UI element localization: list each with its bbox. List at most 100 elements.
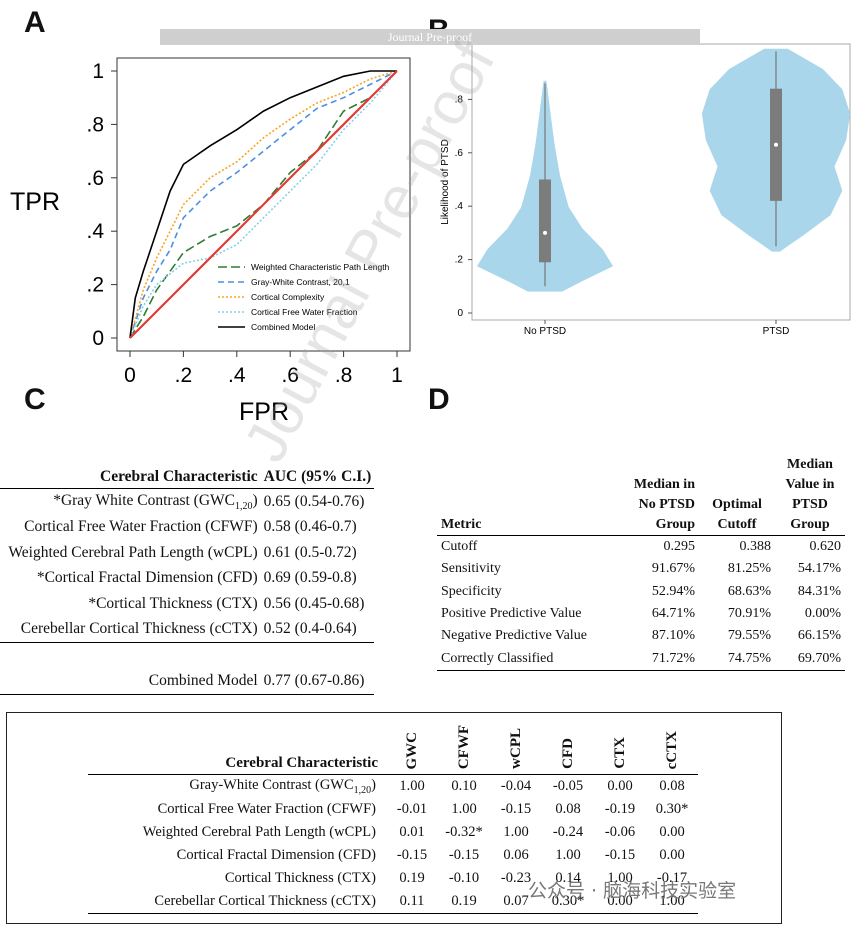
corr-col-header-text: CFD xyxy=(559,738,576,769)
corr-col-header-text: GWC xyxy=(403,731,420,770)
roc-x-axis-label: FPR xyxy=(239,398,289,426)
panel-label-d: D xyxy=(428,383,450,416)
auc-table-combined-row: Combined Model 0.77 (0.67-0.86) xyxy=(0,669,375,695)
auc-row-name: *Cortical Thickness (CTX) xyxy=(0,591,261,617)
cutoff-row-value: 91.67% xyxy=(651,561,695,577)
corr-col-header-text: CTX xyxy=(611,737,628,769)
corr-cell: 0.10 xyxy=(451,778,477,794)
cutoff-row-value: 66.15% xyxy=(797,628,841,644)
auc-row-name: *Cortical Fractal Dimension (CFD) xyxy=(0,566,261,592)
roc-legend-label: Cortical Complexity xyxy=(251,292,325,302)
corr-cell: -0.15 xyxy=(604,847,636,863)
auc-table-row: *Gray White Contrast (GWC1,20) 0.65 (0.54… xyxy=(0,489,374,515)
corr-col-header: CFWF xyxy=(438,718,490,775)
corr-cell: 0.07 xyxy=(503,893,529,909)
cutoff-row-value: 79.55% xyxy=(727,628,771,644)
roc-legend-label: Combined Model xyxy=(251,322,315,332)
roc-legend-label: Cortical Free Water Fraction xyxy=(251,307,358,317)
corr-col-header-text: CFWF xyxy=(455,724,472,769)
corr-cell: 0.08 xyxy=(659,778,685,794)
auc-col-auc: AUC (95% C.I.) xyxy=(263,468,372,485)
wechat-logo-text: 公众号 · 脑海科技实验室 xyxy=(528,880,737,902)
corr-row-name: Cerebellar Cortical Thickness (cCTX) xyxy=(88,890,386,914)
roc-x-tick-label: 1 xyxy=(391,364,403,387)
cutoff-table-row: Correctly Classified 71.72% 74.75% 69.70% xyxy=(437,647,845,671)
corr-cell: -0.05 xyxy=(552,778,584,794)
corr-cell: 0.30* xyxy=(551,893,585,909)
corr-cell: -0.24 xyxy=(552,824,584,840)
corr-cell: 0.06 xyxy=(503,847,529,863)
corr-table-row: Cerebellar Cortical Thickness (cCTX) 0.11… xyxy=(88,890,698,914)
corr-row-name: Cortical Fractal Dimension (CFD) xyxy=(88,844,386,867)
cutoff-row-value: 71.72% xyxy=(651,650,695,666)
corr-row-name-text: Cortical Thickness (CTX) xyxy=(224,870,376,886)
cutoff-row-value: 52.94% xyxy=(651,583,695,599)
cutoff-row-value: 0.295 xyxy=(663,539,696,555)
roc-series-line xyxy=(129,70,398,339)
corr-table-row: Cortical Fractal Dimension (CFD) -0.15 -0.… xyxy=(88,844,698,867)
roc-series-line xyxy=(129,70,398,339)
corr-table-row: Cortical Free Water Fraction (CFWF) -0.01… xyxy=(88,798,698,821)
corr-cell: 0.14 xyxy=(555,870,581,886)
violin-y-tick-label: 0 xyxy=(457,308,463,319)
auc-row-name: *Gray White Contrast (GWC1,20) xyxy=(0,489,261,515)
corr-cell: 0.01 xyxy=(399,824,425,840)
correlation-table: Cerebral Characteristic GWC CFWF wCPL CFD CT… xyxy=(88,718,698,914)
cutoff-col-median-ptsd: Median Value in PTSD Group xyxy=(785,457,835,532)
auc-row-name-text: *Cortical Thickness (CTX) xyxy=(88,594,258,612)
cutoff-row-metric: Correctly Classified xyxy=(441,650,554,666)
corr-row-name-text: Cerebellar Cortical Thickness (cCTX) xyxy=(154,893,376,909)
auc-table-spacer xyxy=(0,643,374,669)
cutoff-row-metric: Sensitivity xyxy=(441,561,501,577)
auc-row-value: 0.56 (0.45-0.68) xyxy=(263,594,365,612)
cutoff-table-row: Sensitivity 91.67% 81.25% 54.17% xyxy=(437,558,845,580)
corr-cell: 1.00 xyxy=(607,870,633,886)
panel-label-c: C xyxy=(24,383,46,416)
corr-cell: 0.19 xyxy=(451,893,477,909)
violin-y-tick-label: .2 xyxy=(455,255,464,266)
cutoff-row-value: 0.00% xyxy=(804,606,841,622)
corr-cell: 1.00 xyxy=(555,847,581,863)
journal-banner: Journal Pre-proof xyxy=(160,29,700,45)
corr-cell: -0.17 xyxy=(656,870,688,886)
panel-label-a: A xyxy=(24,6,46,39)
roc-x-tick-label: 0 xyxy=(124,364,136,387)
auc-combined-name: Combined Model xyxy=(148,672,258,690)
corr-col-header-text: wCPL xyxy=(507,728,524,769)
cutoff-row-value: 54.17% xyxy=(797,561,841,577)
violin-y-tick-label: .8 xyxy=(455,94,464,105)
corr-cell: 1.00 xyxy=(659,893,685,909)
corr-cell: 1.00 xyxy=(503,824,529,840)
auc-row-name: Cortical Free Water Fraction (CFWF) xyxy=(0,515,261,541)
cutoff-row-value: 87.10% xyxy=(651,628,695,644)
corr-col-header: GWC xyxy=(386,718,438,775)
violin-y-axis-label: Likelihood of PTSD xyxy=(440,139,451,225)
violin-iqr-box xyxy=(539,179,551,263)
roc-x-tick-label: .6 xyxy=(281,364,299,387)
corr-table-row: Weighted Cerebral Path Length (wCPL) 0.01… xyxy=(88,821,698,844)
auc-row-name-text: *Gray White Contrast (GWC xyxy=(53,491,235,509)
cutoff-table: Metric Median in No PTSD Group Optimal C… xyxy=(437,455,845,671)
auc-table: Cerebral Characteristic AUC (95% C.I.) *… xyxy=(0,466,375,695)
corr-col-header: wCPL xyxy=(490,718,542,775)
auc-row-value: 0.65 (0.54-0.76) xyxy=(263,492,365,510)
cutoff-table-row: Negative Predictive Value 87.10% 79.55% 66.… xyxy=(437,625,845,647)
auc-table-row: Cortical Free Water Fraction (CFWF) 0.58 … xyxy=(0,515,374,541)
auc-table-row: *Cortical Fractal Dimension (CFD) 0.69 (0… xyxy=(0,566,374,592)
auc-row-name-text: *Cortical Fractal Dimension (CFD) xyxy=(36,569,258,587)
roc-y-tick-label: 0 xyxy=(92,327,104,350)
cutoff-row-value: 74.75% xyxy=(727,650,771,666)
corr-row-subscript: 1,20 xyxy=(353,784,372,796)
corr-table-row: Gray-White Contrast (GWC1,20) 1.00 0.10 -0.… xyxy=(88,775,698,799)
auc-row-value: 0.58 (0.46-0.7) xyxy=(263,518,357,536)
cutoff-row-value: 69.70% xyxy=(797,650,841,666)
cutoff-row-value: 81.25% xyxy=(727,561,771,577)
violin-x-tick-label: PTSD xyxy=(763,326,790,337)
corr-row-name: Weighted Cerebral Path Length (wCPL) xyxy=(88,821,386,844)
corr-cell: 1.00 xyxy=(399,778,425,794)
corr-cell: 1.00 xyxy=(451,801,477,817)
violin-y-tick-label: .4 xyxy=(455,201,464,212)
corr-col-header: cCTX xyxy=(646,718,698,775)
auc-row-name-text: Cerebellar Cortical Thickness (cCTX) xyxy=(20,620,258,638)
corr-row-name: Cortical Thickness (CTX) xyxy=(88,867,386,890)
